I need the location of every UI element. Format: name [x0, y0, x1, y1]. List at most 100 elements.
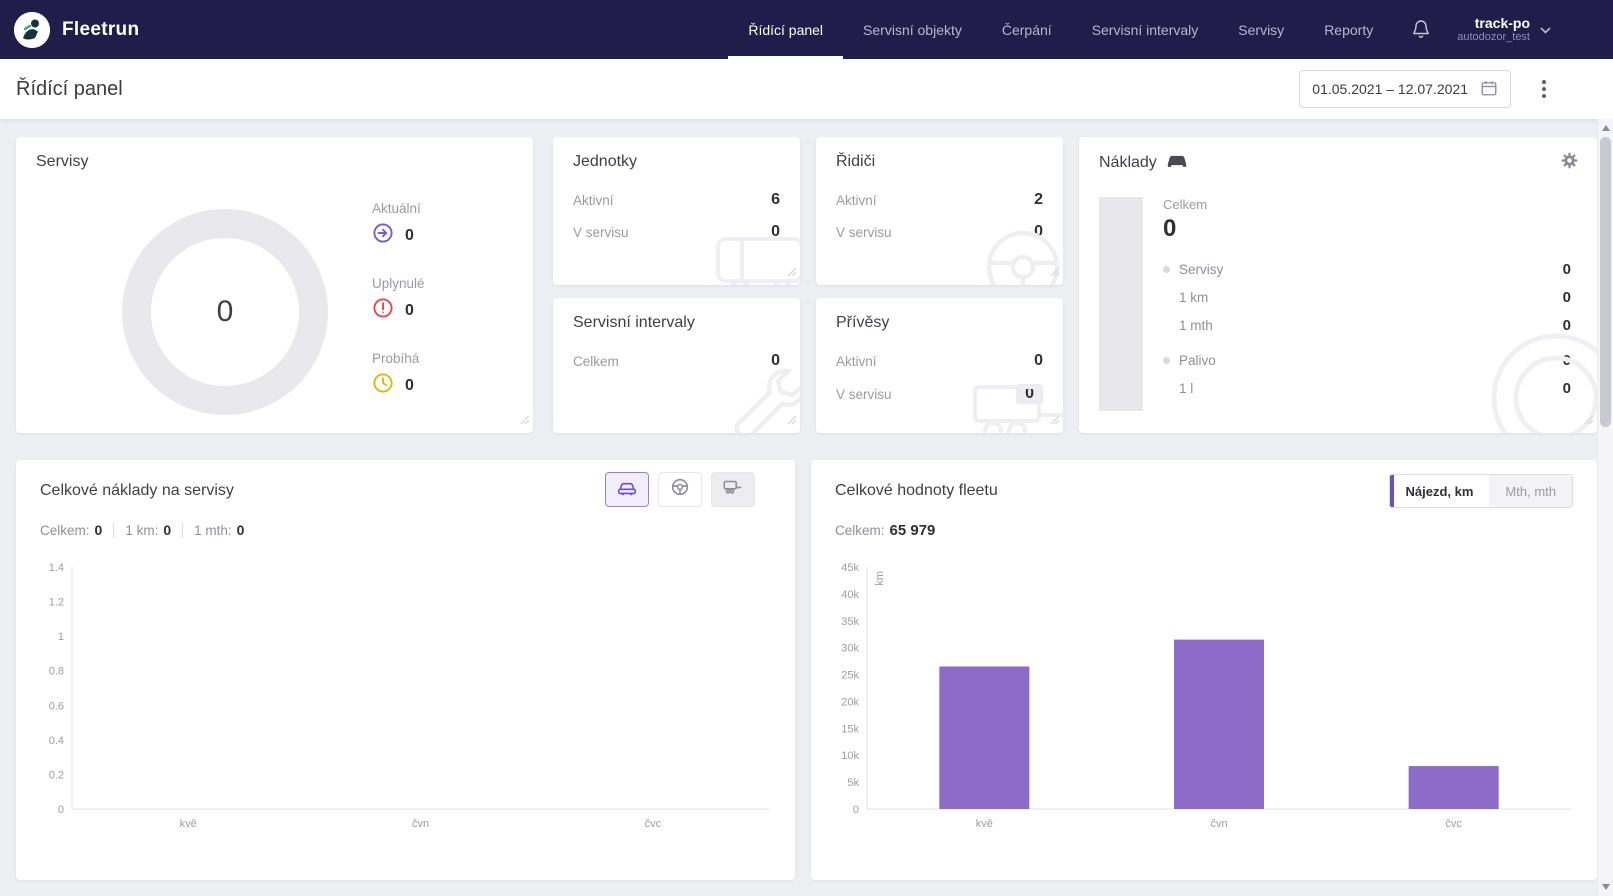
nav-servisni-objekty[interactable]: Servisní objekty — [863, 21, 962, 38]
card-privesy: Přívěsy Aktivní 0 V servisu 0 — [816, 298, 1063, 433]
page-title: Řídící panel — [16, 77, 123, 100]
steering-wheel-icon — [669, 476, 691, 503]
stat-row: V servisu 0 — [573, 223, 780, 240]
stat-row: Aktivní 0 — [836, 352, 1043, 369]
chart-bar — [939, 666, 1030, 809]
nav-cerpani[interactable]: Čerpání — [1001, 21, 1052, 38]
resize-handle[interactable] — [1049, 263, 1060, 281]
naklady-row-1mth: 1 mth 0 — [1179, 317, 1571, 334]
costs-bar-chart: 0 0.2 0.4 0.6 0.8 1 1.2 1.4 kvě čvn čvc — [28, 555, 783, 853]
resize-handle[interactable] — [786, 263, 797, 281]
nav-reporty[interactable]: Reporty — [1324, 21, 1374, 38]
fleet-chart-title: Celkové hodnoty fleetu — [835, 482, 998, 499]
chart-bar — [1408, 766, 1499, 809]
toggle-najezd-km[interactable]: Nájezd, km — [1389, 475, 1490, 507]
costs-chart-title: Celkové náklady na servisy — [40, 482, 234, 499]
card-celkove-hodnoty-fleetu: Celkové hodnoty fleetu Nájezd, km Mth, m… — [811, 460, 1597, 880]
settings-gear-button[interactable] — [1560, 151, 1579, 173]
svg-text:0: 0 — [58, 804, 64, 816]
svg-text:čvc: čvc — [645, 818, 662, 830]
resize-handle[interactable] — [1049, 411, 1060, 429]
card-jednotky-title: Jednotky — [573, 153, 638, 170]
fleet-summary: Celkem: 65 979 — [835, 522, 936, 539]
resize-handle[interactable] — [519, 411, 530, 429]
naklady-celkem-label: Celkem — [1163, 197, 1208, 212]
resize-handle[interactable] — [786, 411, 797, 429]
arrow-circle-icon — [372, 222, 394, 249]
stat-row: Aktivní 6 — [573, 191, 780, 208]
legend-item-probiha: Probíhá 0 — [372, 351, 425, 399]
svg-text:1.2: 1.2 — [49, 597, 64, 609]
svg-text:10k: 10k — [841, 750, 859, 762]
card-privesy-title: Přívěsy — [836, 314, 890, 331]
svg-text:0.2: 0.2 — [49, 769, 64, 781]
svg-text:kvě: kvě — [976, 818, 993, 830]
svg-text:40k: 40k — [841, 589, 859, 601]
naklady-row-palivo: Palivo 0 — [1163, 352, 1571, 369]
stat-row: Aktivní 2 — [836, 191, 1043, 208]
bullet-dot — [1163, 357, 1170, 364]
svg-text:15k: 15k — [841, 723, 859, 735]
svg-text:0.6: 0.6 — [49, 700, 64, 712]
date-range-value: 01.05.2021 – 12.07.2021 — [1312, 81, 1468, 97]
gear-icon — [1560, 152, 1579, 173]
car-icon — [616, 476, 638, 503]
toggle-mth[interactable]: Mth, mth — [1489, 475, 1572, 507]
svg-text:0.8: 0.8 — [49, 666, 64, 678]
costs-summary: Celkem: 0 1 km: 0 1 mth: 0 — [40, 522, 245, 538]
servisy-legend: Aktuální 0 Uplynulé — [372, 201, 425, 426]
stat-row: V servisu 0 — [836, 223, 1043, 240]
svg-text:35k: 35k — [841, 616, 859, 628]
costs-placeholder-bar — [1099, 197, 1143, 411]
svg-text:30k: 30k — [841, 643, 859, 655]
scrollbar-thumb[interactable] — [1600, 137, 1611, 427]
card-celkove-naklady: Celkové náklady na servisy — [16, 460, 795, 880]
svg-text:5k: 5k — [847, 777, 859, 789]
svg-text:0: 0 — [853, 804, 859, 816]
calendar-icon — [1480, 79, 1498, 100]
more-menu-button[interactable] — [1535, 77, 1553, 101]
card-naklady-title: Náklady — [1099, 154, 1157, 171]
card-jednotky: Jednotky Aktivní 6 V servisu 0 — [553, 137, 800, 285]
svg-text:km: km — [874, 571, 886, 586]
chevron-down-icon — [1540, 21, 1551, 39]
fleet-metric-toggle: Nájezd, km Mth, mth — [1388, 474, 1573, 508]
nav-ridici-panel[interactable]: Řídící panel — [728, 0, 843, 59]
card-servisy-title: Servisy — [36, 153, 89, 170]
app-header: Fleetrun Řídící panel Servisní objekty Č… — [0, 0, 1613, 59]
filter-trailers-button[interactable] — [711, 472, 755, 507]
scroll-down-arrow[interactable] — [1598, 879, 1613, 895]
date-range-picker[interactable]: 01.05.2021 – 12.07.2021 — [1299, 70, 1511, 108]
filter-drivers-button[interactable] — [658, 472, 702, 507]
svg-text:20k: 20k — [841, 696, 859, 708]
brand-name: Fleetrun — [62, 18, 140, 40]
bullet-dot — [1163, 266, 1170, 273]
naklady-celkem-value: 0 — [1163, 215, 1177, 242]
nav-servisy[interactable]: Servisy — [1238, 21, 1285, 38]
servisy-donut-chart: 0 — [122, 209, 328, 415]
costs-vehicle-icon — [1166, 153, 1188, 173]
svg-text:1.4: 1.4 — [49, 562, 64, 574]
user-account: autodozor_test — [1457, 31, 1530, 43]
notifications-bell-button[interactable] — [1411, 18, 1431, 42]
svg-text:25k: 25k — [841, 670, 859, 682]
user-name: track-po — [1474, 15, 1530, 31]
svg-text:čvn: čvn — [412, 818, 429, 830]
resize-handle[interactable] — [1583, 411, 1594, 429]
stat-row: Celkem 0 — [573, 352, 780, 369]
nav-servisni-intervaly[interactable]: Servisní intervaly — [1091, 21, 1199, 38]
page-toolbar: Řídící panel 01.05.2021 – 12.07.2021 — [0, 59, 1613, 119]
filter-vehicles-button[interactable] — [605, 472, 649, 507]
scroll-up-arrow[interactable] — [1598, 120, 1613, 136]
svg-text:kvě: kvě — [180, 818, 197, 830]
legend-item-uplynule: Uplynulé 0 — [372, 276, 425, 324]
card-ridici-title: Řidiči — [836, 153, 876, 170]
user-menu[interactable]: track-po autodozor_test — [1457, 15, 1551, 44]
svg-text:1: 1 — [58, 631, 64, 643]
legend-item-aktualni: Aktuální 0 — [372, 201, 425, 249]
fleetrun-logo — [14, 11, 50, 48]
naklady-row-1l: 1 l 0 — [1179, 380, 1571, 397]
card-ridici: Řidiči Aktivní 2 V servisu 0 — [816, 137, 1063, 285]
card-naklady: Náklady Celkem 0 Servisy — [1079, 137, 1597, 433]
vertical-scrollbar[interactable] — [1597, 119, 1613, 896]
